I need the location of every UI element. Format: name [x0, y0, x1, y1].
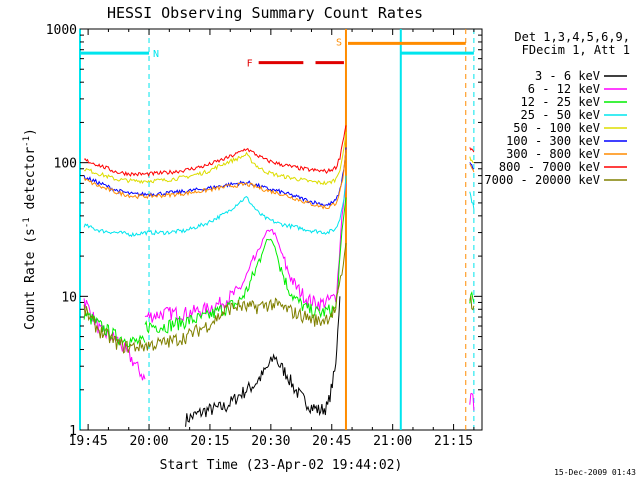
series-lines [83, 125, 475, 427]
series-6-segment-1 [469, 163, 475, 173]
legend-label-3: 25 - 50 keV [521, 108, 600, 122]
legend-label-7: 800 - 7000 keV [499, 160, 600, 174]
axes: 19:45 20:00 20:15 20:30 20:45 21:00 21:15 1 10 10… [46, 23, 482, 449]
saa-label: S [336, 37, 342, 48]
generation-timestamp: 15-Dec-2009 01:43 [554, 468, 636, 477]
series-8 [83, 243, 475, 354]
series-8-segment-0 [83, 243, 347, 354]
legend-label-4: 50 - 100 keV [513, 121, 600, 135]
y-tick-label-3: 1000 [46, 23, 77, 38]
series-4-segment-1 [469, 156, 475, 164]
plot-frame [79, 28, 483, 431]
x-tick-label-2: 20:15 [190, 434, 229, 449]
series-1-segment-1 [144, 183, 347, 323]
series-7 [83, 125, 475, 177]
series-6 [83, 149, 475, 210]
y-tick-label-1: 10 [61, 290, 77, 305]
series-4-segment-0 [83, 131, 347, 186]
chart-title: HESSI Observing Summary Count Rates [107, 4, 423, 22]
legend-label-1: 6 - 12 keV [528, 82, 600, 96]
legend: Det 1,3,4,5,6,9, FDecim 1, Att 1 3 - 6 k… [484, 30, 630, 187]
observing-flags: N F S [79, 29, 475, 430]
x-tick-label-3: 20:30 [251, 434, 290, 449]
series-8-segment-1 [469, 295, 475, 311]
x-tick-label-6: 21:15 [434, 434, 473, 449]
flare-label: F [247, 59, 253, 70]
series-2-segment-1 [144, 197, 347, 334]
series-1 [83, 183, 475, 411]
legend-label-6: 300 - 800 keV [506, 147, 600, 161]
series-5-segment-1 [469, 162, 474, 170]
series-0 [185, 296, 341, 427]
series-3-segment-0 [83, 175, 347, 238]
y-tick-label-2: 100 [54, 157, 77, 172]
legend-label-2: 12 - 25 keV [521, 95, 600, 109]
x-axis-label: Start Time (23-Apr-02 19:44:02) [160, 458, 403, 473]
legend-header-line-1: Det 1,3,4,5,6,9, [514, 30, 630, 44]
x-tick-label-1: 20:00 [129, 434, 168, 449]
series-0-segment-0 [185, 296, 341, 427]
series-7-segment-0 [83, 125, 347, 177]
night-label: N [153, 49, 159, 60]
series-7-segment-1 [469, 147, 475, 153]
legend-label-8: 7000 - 20000 keV [484, 173, 600, 187]
x-tick-label-4: 20:45 [312, 434, 351, 449]
series-3-segment-1 [469, 191, 475, 210]
legend-header-line-2: FDecim 1, Att 1 [522, 43, 630, 57]
series-2 [83, 197, 475, 348]
series-5 [83, 147, 474, 207]
x-tick-label-5: 21:00 [373, 434, 412, 449]
series-4 [83, 131, 475, 186]
y-tick-label-0: 1 [69, 424, 77, 439]
y-axis-label: Count Rate (s-1 detector-1) [22, 128, 38, 330]
series-6-segment-0 [83, 149, 347, 210]
series-5-segment-0 [83, 147, 347, 207]
legend-label-5: 100 - 300 keV [506, 134, 600, 148]
legend-label-0: 3 - 6 keV [535, 69, 600, 83]
x-tick-label-0: 19:45 [69, 434, 108, 449]
series-1-segment-2 [469, 392, 475, 411]
series-3 [83, 175, 475, 238]
